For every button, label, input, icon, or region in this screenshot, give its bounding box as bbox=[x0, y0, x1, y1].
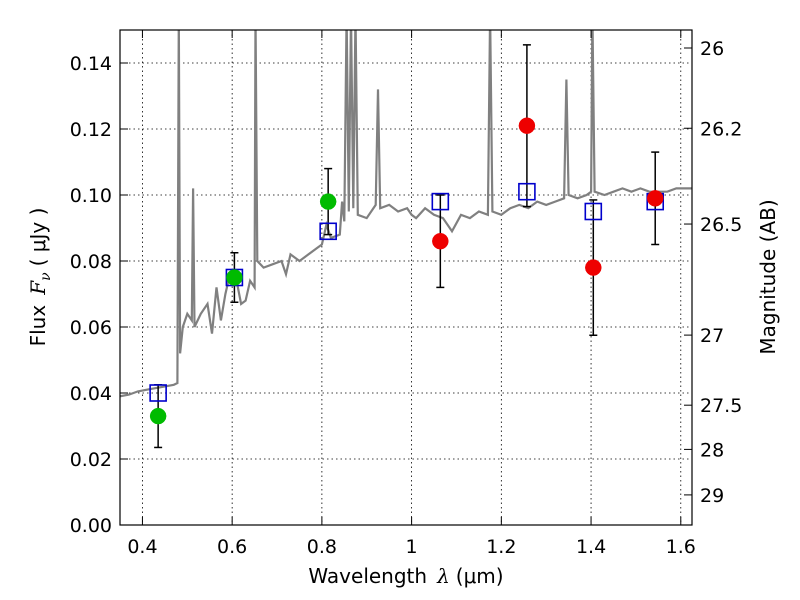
photometry-point bbox=[149, 407, 167, 425]
y-axis-label: FluxFν( μJy ) bbox=[26, 208, 54, 347]
y-tick-label: 0.04 bbox=[70, 383, 112, 405]
y-tick-label: 0.00 bbox=[70, 515, 112, 537]
x-tick-label: 0.8 bbox=[307, 536, 337, 558]
y2-tick-label: 26 bbox=[700, 38, 724, 60]
model-photometry-square bbox=[149, 384, 167, 402]
plot-frame bbox=[119, 29, 693, 526]
y-tick-label: 0.06 bbox=[70, 317, 112, 339]
photometry-point bbox=[432, 232, 449, 250]
x-tick-label: 1.4 bbox=[576, 536, 606, 558]
photometry-point bbox=[646, 190, 664, 207]
plot-background bbox=[120, 30, 692, 525]
y2-tick-label: 26.5 bbox=[700, 214, 742, 236]
photometry-point bbox=[226, 269, 243, 286]
x-tick-label: 1.6 bbox=[666, 536, 696, 558]
photometry-point bbox=[319, 193, 337, 210]
y2-tick-label: 27.5 bbox=[700, 395, 742, 417]
model-spectrum-line bbox=[120, 30, 692, 398]
model-photometry-square bbox=[319, 222, 337, 241]
model-photometry-square bbox=[584, 202, 603, 221]
x-tick-label: 0.4 bbox=[127, 536, 157, 558]
axis-ticks: 0.4 0.6 0.8 1 1.2 1.4 1.6 0.00 0.02 0.04 0.06 0.08 0… bbox=[70, 30, 742, 558]
x-tick-label: 1.2 bbox=[486, 536, 516, 558]
photometry-point bbox=[585, 259, 602, 276]
y-tick-label: 0.08 bbox=[70, 251, 112, 273]
photometry-point bbox=[518, 117, 536, 134]
y-tick-label: 0.10 bbox=[70, 185, 112, 207]
y-tick-label: 0.12 bbox=[70, 119, 112, 141]
model-photometry-square bbox=[431, 192, 450, 211]
y2-tick-label: 29 bbox=[700, 485, 724, 507]
model-photometry-square bbox=[518, 182, 536, 201]
y-tick-label: 0.02 bbox=[70, 449, 112, 471]
y2-tick-label: 28 bbox=[700, 439, 724, 461]
x-tick-label: 0.6 bbox=[217, 536, 247, 558]
data-points bbox=[149, 44, 665, 449]
y-tick-label: 0.14 bbox=[70, 53, 112, 75]
y2-tick-label: 27 bbox=[700, 325, 724, 347]
y2-axis-label: Magnitude (AB) bbox=[756, 199, 780, 354]
y2-tick-label: 26.2 bbox=[700, 118, 742, 140]
x-tick-label: 1 bbox=[406, 536, 418, 558]
x-axis-label: Wavelength λ (μm) bbox=[308, 564, 503, 588]
